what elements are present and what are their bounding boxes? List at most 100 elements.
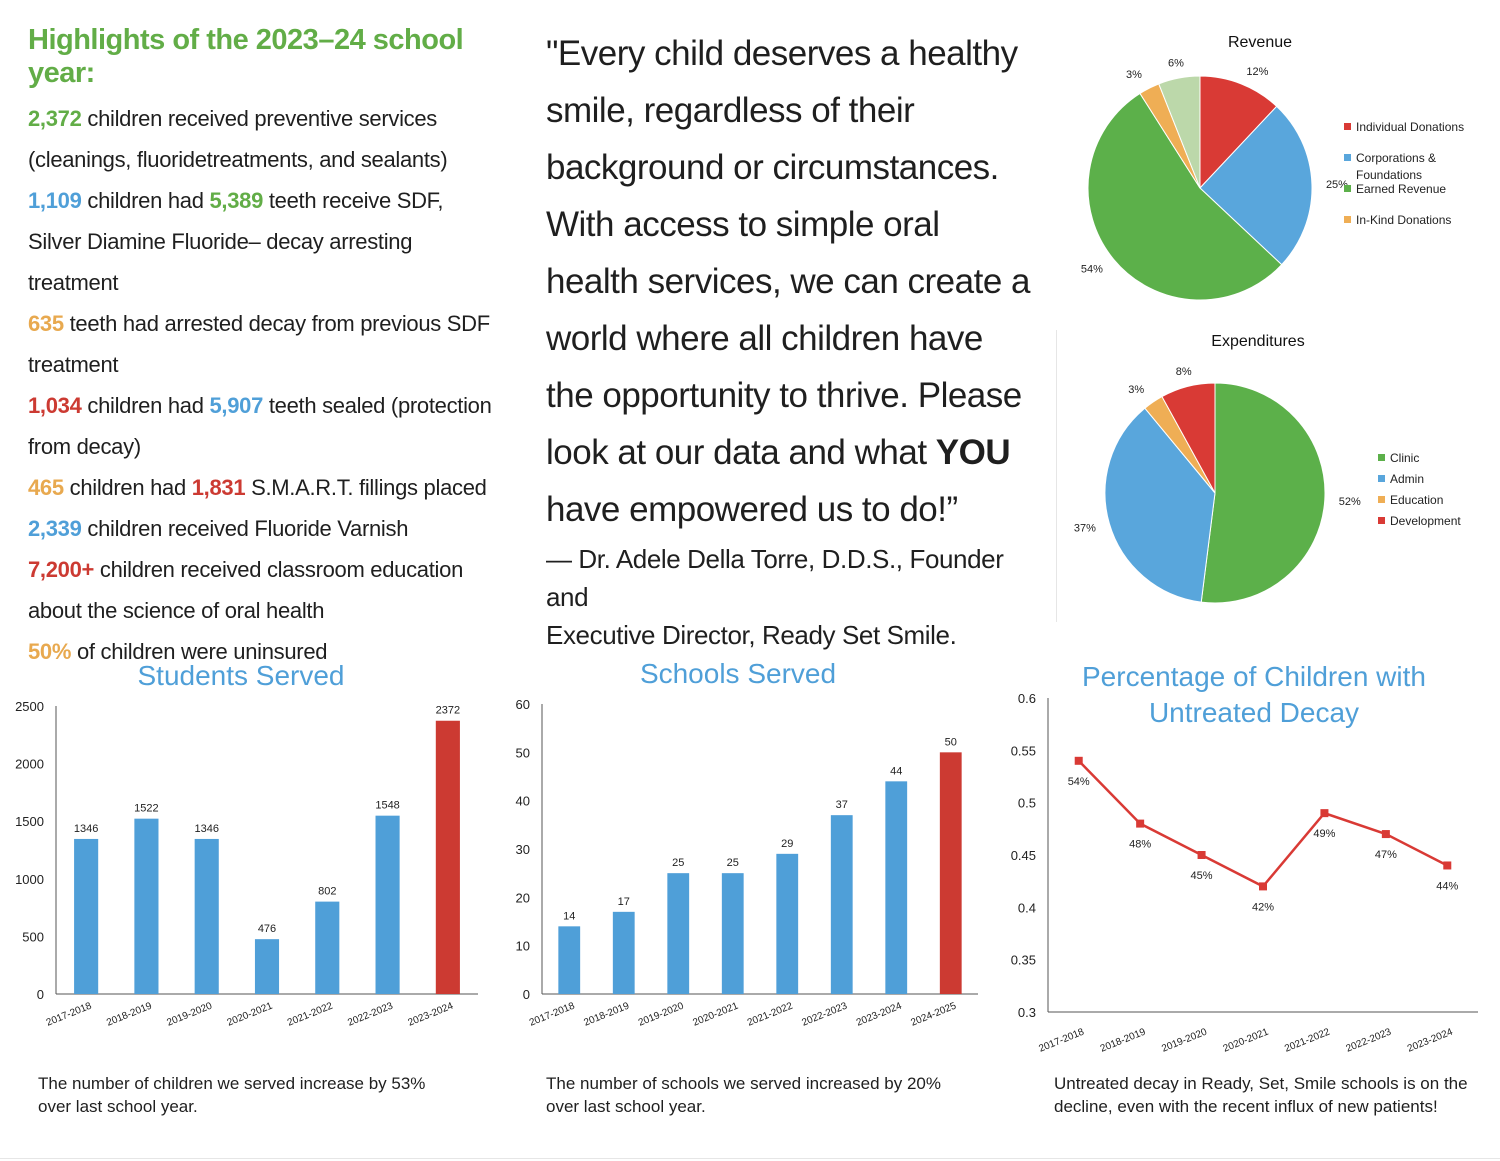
bar <box>375 815 400 994</box>
legend-label: Admin <box>1390 472 1424 486</box>
students-served-chart: Students Served 0 500 1000 1500 2000 2500 1346 2… <box>15 660 478 1029</box>
pie-slice-label: 3% <box>1126 69 1142 81</box>
highlight-line: about the science of oral health <box>28 590 508 631</box>
x-tick-label: 2017-2018 <box>528 1000 577 1028</box>
highlight-text: children had <box>81 188 210 213</box>
bar-value-label: 1346 <box>74 823 98 835</box>
bar <box>74 838 99 994</box>
bar-value-label: 29 <box>781 838 793 850</box>
x-tick-label: 2017-2018 <box>1037 1026 1086 1054</box>
y-tick-label: 0.45 <box>1011 848 1036 863</box>
x-tick-label: 2022-2023 <box>346 1000 395 1028</box>
y-tick-label: 0.55 <box>1011 743 1036 758</box>
bar <box>721 873 744 994</box>
highlight-text: of children were uninsured <box>71 639 328 664</box>
data-point <box>1443 861 1452 870</box>
y-tick-label: 60 <box>516 697 530 712</box>
legend-swatch <box>1378 517 1385 524</box>
bar <box>435 720 460 994</box>
chart-title-line: Untreated Decay <box>1149 697 1359 728</box>
highlight-line: 1,034 children had 5,907 teeth sealed (p… <box>28 385 508 426</box>
y-tick-label: 0 <box>523 987 530 1002</box>
y-tick-label: 40 <box>516 794 530 809</box>
pie-title: Expenditures <box>1211 333 1304 350</box>
x-tick-label: 2021-2022 <box>746 1000 795 1028</box>
legend-label: Individual Donations <box>1356 120 1464 134</box>
divider-bottom <box>0 1158 1500 1159</box>
highlight-number: 7,200+ <box>28 557 95 582</box>
bar <box>776 853 799 994</box>
pie-slice-label: 12% <box>1246 66 1268 78</box>
y-tick-label: 0.4 <box>1018 900 1036 915</box>
bar-value-label: 476 <box>258 923 276 935</box>
legend-label: Clinic <box>1390 451 1419 465</box>
data-point <box>1320 809 1329 818</box>
data-point <box>1259 882 1267 891</box>
bar <box>194 838 219 994</box>
legend-swatch <box>1344 185 1351 192</box>
bar-value-label: 1346 <box>194 823 218 835</box>
highlight-line: 635 teeth had arrested decay from previo… <box>28 303 508 344</box>
data-point <box>1381 830 1390 839</box>
divider-vertical <box>1056 330 1057 622</box>
bar-value-label: 44 <box>890 765 902 777</box>
y-tick-label: 0.5 <box>1018 796 1036 811</box>
highlight-text: Silver Diamine Fluoride– decay arresting… <box>28 229 413 295</box>
highlight-text: teeth receive SDF, <box>263 188 444 213</box>
highlight-number: 5,389 <box>209 188 264 213</box>
legend-swatch <box>1344 216 1351 223</box>
pie-slice-label: 52% <box>1339 496 1361 508</box>
y-tick-label: 2000 <box>15 757 44 772</box>
highlight-number: 50% <box>28 639 72 664</box>
highlight-line: Silver Diamine Fluoride– decay arresting… <box>28 221 508 303</box>
highlight-number: 5,907 <box>209 393 264 418</box>
x-tick-label: 2022-2023 <box>1345 1026 1394 1054</box>
revenue-pie-chart: Revenue 12% 25% 54% 3% 6% Individual Donations… <box>1081 34 1464 301</box>
schools-served-chart: Schools Served 0 10 20 30 40 50 60 14 2017-2018 17… <box>516 658 978 1029</box>
pie-slice-label: 6% <box>1168 57 1184 69</box>
highlight-line: 2,372 children received preventive servi… <box>28 98 508 139</box>
highlights-panel: Highlights of the 2023–24 school year: 2… <box>28 24 508 672</box>
point-label: 44% <box>1436 880 1458 892</box>
highlight-text: children received classroom education <box>94 557 464 582</box>
bar-value-label: 50 <box>945 736 957 748</box>
bar <box>939 752 962 994</box>
y-tick-label: 1500 <box>15 814 44 829</box>
legend-label: In-Kind Donations <box>1356 213 1451 227</box>
bar <box>558 926 581 994</box>
quote-text-before: "Every child deserves a healthy smile, r… <box>546 34 1030 472</box>
highlight-text: children had <box>81 393 210 418</box>
highlights-title: Highlights of the 2023–24 school year: <box>28 24 464 89</box>
highlight-text: teeth sealed (protection <box>263 393 492 418</box>
bar <box>667 873 690 994</box>
x-tick-label: 2020-2021 <box>691 1000 740 1028</box>
bar-value-label: 14 <box>563 910 575 922</box>
legend-label: Corporations & <box>1356 151 1436 165</box>
highlight-line: 7,200+ children received classroom educa… <box>28 549 508 590</box>
pie-slice <box>1199 105 1313 266</box>
bar-value-label: 37 <box>836 799 848 811</box>
pie-slice <box>1199 75 1278 190</box>
pie-slice <box>1104 407 1216 603</box>
bar-value-label: 17 <box>618 896 630 908</box>
quote-text-after: have empowered us to do!” <box>546 490 958 529</box>
data-point <box>1136 819 1145 828</box>
quote-attribution-line1: — Dr. Adele Della Torre, D.D.S., Founder… <box>546 544 1004 612</box>
x-tick-label: 2020-2021 <box>1222 1026 1271 1054</box>
bar <box>885 781 908 994</box>
point-label: 48% <box>1129 839 1151 851</box>
x-tick-label: 2023-2024 <box>855 1000 904 1028</box>
bar-value-label: 25 <box>727 857 739 869</box>
pie-slice-label: 3% <box>1128 384 1144 396</box>
highlight-line: 465 children had 1,831 S.M.A.R.T. fillin… <box>28 467 508 508</box>
highlight-number: 1,831 <box>191 475 246 500</box>
highlight-text: children had <box>63 475 192 500</box>
x-tick-label: 2019-2020 <box>165 1000 214 1028</box>
highlight-line: (cleanings, fluoridetreatments, and seal… <box>28 139 508 180</box>
bar-value-label: 2372 <box>436 705 460 717</box>
founder-quote: "Every child deserves a healthy smile, r… <box>546 25 1031 654</box>
x-tick-label: 2019-2020 <box>1160 1026 1209 1054</box>
highlight-number: 635 <box>28 311 64 336</box>
highlight-line: treatment <box>28 344 508 385</box>
data-point <box>1197 851 1206 859</box>
